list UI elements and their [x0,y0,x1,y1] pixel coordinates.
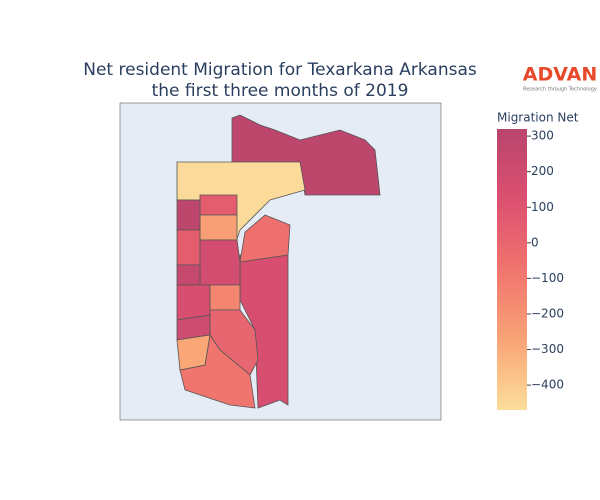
colorbar-tick-label: 200 [531,164,554,178]
logo: ADVAN [523,64,598,86]
region [176,334,211,371]
colorbar-tick-label: 0 [531,235,539,249]
region [239,214,291,263]
colorbar-title: Migration Net [497,111,579,125]
colorbar-tick-label: −200 [531,306,564,320]
region [176,284,211,321]
colorbar [497,129,527,410]
chart-subtitle: the first three months of 2019 [152,81,409,101]
colorbar-tick-label: −400 [531,378,564,392]
region [199,239,241,286]
colorbar-tick-label: 300 [531,129,554,143]
logo-tagline: Research through Technology [523,87,597,93]
region [176,229,201,266]
region [209,284,241,311]
region [239,254,289,409]
region [176,264,201,286]
colorbar-tick-label: 100 [531,200,554,214]
colorbar-tick-label: −300 [531,342,564,356]
region [199,194,238,216]
region [176,199,201,231]
chart-title: Net resident Migration for Texarkana Ark… [83,60,477,80]
colorbar-tick-label: −100 [531,271,564,285]
region [199,214,238,241]
